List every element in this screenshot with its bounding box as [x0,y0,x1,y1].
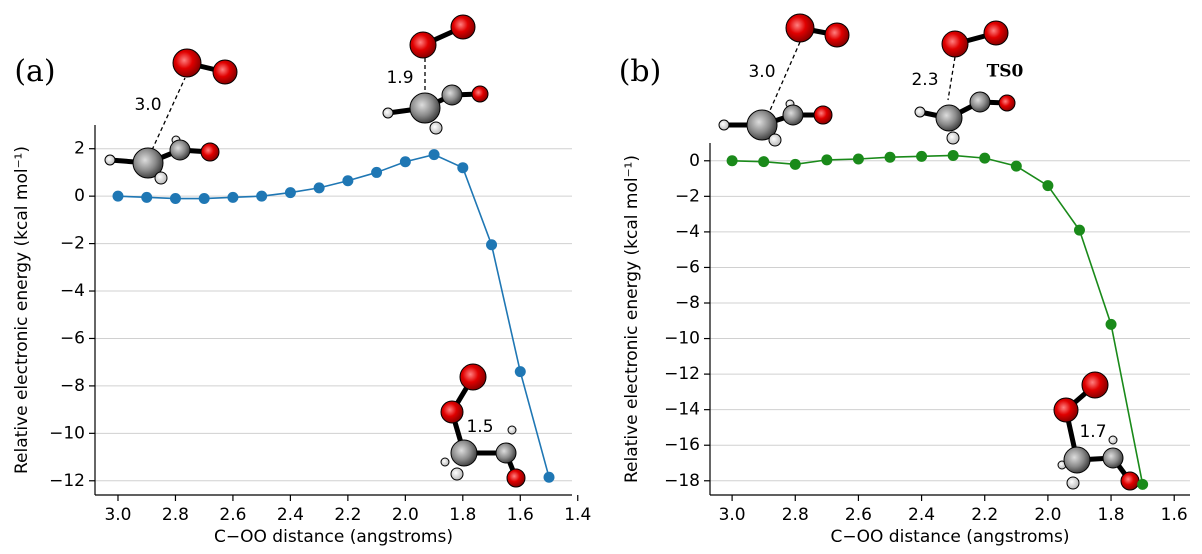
data-point [821,154,832,165]
annotation: 1.5 [466,417,493,437]
data-point [979,153,990,164]
data-point [790,159,801,170]
y-tick-label: −6 [60,328,85,348]
y-tick-label: −8 [675,293,700,313]
data-point [1137,479,1148,490]
y-tick-label: −18 [664,471,700,491]
y-tick-label: −8 [60,376,85,396]
data-point [853,154,864,165]
data-point [758,156,769,167]
annotation: 1.9 [386,68,413,88]
data-point [1011,161,1022,172]
data-point [227,192,238,203]
x-axis-label: C−OO distance (angstroms) [214,527,453,547]
data-point [457,162,468,173]
annotation: 3.0 [748,62,775,82]
y-tick-label: −10 [664,329,700,349]
data-point [400,156,411,167]
x-tick-label: 3.0 [719,505,746,525]
annotation: 2.3 [911,70,938,90]
data-point [170,193,181,204]
data-point [727,155,738,166]
y-tick-label: −12 [49,471,85,491]
x-tick-label: 2.4 [908,505,935,525]
x-tick-label: 2.2 [334,505,361,525]
data-point [112,191,123,202]
annotation: 3.0 [134,95,161,115]
data-point [285,187,296,198]
y-tick-label: −4 [60,281,85,301]
data-point [916,151,927,162]
y-tick-label: −4 [675,222,700,242]
annotation: 1.7 [1079,422,1106,442]
y-tick-label: −6 [675,257,700,277]
data-point [342,175,353,186]
y-tick-label: −16 [664,435,700,455]
panel-label: (b) [619,54,662,89]
x-tick-label: 1.6 [1161,505,1188,525]
y-tick-label: 2 [74,139,85,159]
y-tick-label: 0 [689,151,700,171]
x-tick-label: 1.8 [449,505,476,525]
y-axis-label: Relative electronic energy (kcal mol⁻¹) [622,155,642,483]
x-tick-label: 2.0 [1034,505,1061,525]
x-tick-label: 2.8 [782,505,809,525]
panel-label: (a) [14,54,55,89]
data-point [1106,319,1117,330]
x-tick-label: 2.6 [219,505,246,525]
y-tick-label: −12 [664,364,700,384]
data-point [371,167,382,178]
data-point [486,239,497,250]
y-axis-label: Relative electronic energy (kcal mol⁻¹) [12,146,32,474]
y-tick-label: −2 [60,234,85,254]
y-tick-label: −14 [664,400,700,420]
x-tick-label: 2.6 [845,505,872,525]
data-point [544,472,555,483]
data-point [515,366,526,377]
y-tick-label: 0 [74,186,85,206]
annotation: TS0 [987,62,1024,82]
x-tick-label: 1.8 [1098,505,1125,525]
data-point [141,192,152,203]
data-point [948,150,959,161]
y-tick-label: −10 [49,423,85,443]
data-point [885,152,896,163]
x-axis-label: C−OO distance (angstroms) [831,527,1070,547]
x-tick-label: 3.0 [104,505,131,525]
data-point [199,193,210,204]
x-tick-label: 2.2 [971,505,998,525]
data-point [314,182,325,193]
x-tick-label: 1.4 [564,505,591,525]
data-point [429,149,440,160]
y-tick-label: −2 [675,186,700,206]
figure: 2 0 −2 −4 −6 −8 −10 −12 3.0 2.8 2.6 2.4 2.2 2.0 1.8 1.6… [0,0,1202,554]
x-tick-label: 2.4 [277,505,304,525]
x-tick-label: 1.6 [507,505,534,525]
data-point [256,191,267,202]
x-tick-label: 2.8 [162,505,189,525]
data-point [1074,225,1085,236]
x-tick-label: 2.0 [392,505,419,525]
data-point [1042,180,1053,191]
